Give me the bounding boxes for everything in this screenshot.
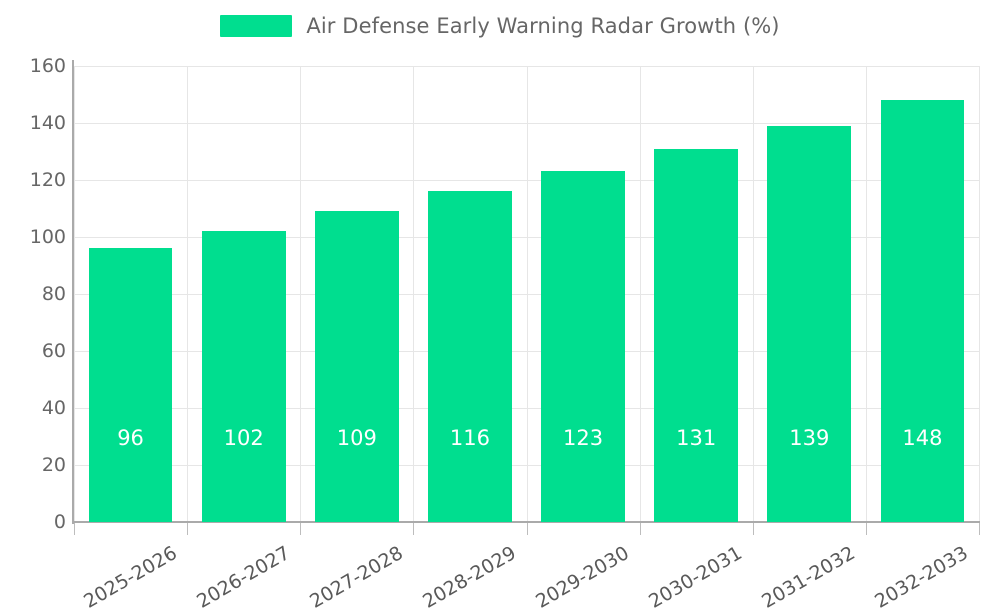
bar-value-label: 116 — [449, 426, 490, 450]
bar[interactable]: 139 — [767, 125, 852, 522]
x-axis-tick-label: 2027-2028 — [305, 542, 407, 613]
bar-slot: 131 — [640, 66, 753, 522]
bar-value-label: 96 — [117, 426, 144, 450]
x-axis-tick-mark — [752, 523, 754, 535]
legend-label-series-1: Air Defense Early Warning Radar Growth (… — [306, 14, 780, 38]
y-axis-tick-label: 60 — [41, 340, 66, 362]
bar-chart: Air Defense Early Warning Radar Growth (… — [0, 14, 1000, 613]
y-axis-tick-label: 0 — [53, 511, 66, 533]
x-axis-tick-mark — [74, 523, 75, 535]
x-axis-tick-label: 2028-2029 — [419, 542, 520, 613]
gridline-vertical — [865, 66, 867, 522]
bar-value-label: 109 — [336, 426, 377, 450]
legend-swatch-series-1 — [220, 15, 293, 37]
bar-value-label: 123 — [563, 426, 604, 450]
x-axis-tick-label: 2029-2030 — [532, 542, 633, 613]
bar-slot: 96 — [74, 66, 187, 522]
bar-value-label: 131 — [676, 426, 717, 450]
gridline-vertical — [413, 66, 415, 522]
bar[interactable]: 131 — [654, 148, 739, 522]
gridline-vertical — [752, 66, 754, 522]
x-axis-tick-label: 2025-2026 — [79, 542, 181, 613]
x-axis-tick-labels: 2025-2026 2026-2027 2027-2028 2028-2029 2029… — [74, 523, 980, 613]
bar-slot: 148 — [866, 66, 979, 522]
x-axis-tick-mark — [865, 523, 867, 535]
gridline-vertical — [300, 66, 302, 522]
y-axis-tick-label: 40 — [41, 397, 66, 419]
bar[interactable]: 109 — [314, 211, 399, 522]
bar-slot: 109 — [300, 66, 413, 522]
gridline-vertical — [187, 66, 189, 522]
x-axis-tick-label: 2031-2032 — [758, 542, 860, 613]
x-axis-tick-mark — [187, 523, 189, 535]
bar-series-container: 96 102 109 116 123 131 139 148 — [74, 66, 979, 522]
bar[interactable]: 123 — [541, 171, 625, 522]
y-axis-tick-label: 20 — [41, 454, 66, 476]
bar[interactable]: 116 — [428, 191, 512, 522]
bar-slot: 123 — [527, 66, 640, 522]
x-axis-tick-label: 2032-2033 — [871, 542, 973, 613]
gridline-vertical — [979, 66, 980, 522]
y-axis-tick-label: 140 — [29, 112, 66, 134]
bar-slot: 116 — [413, 66, 526, 522]
gridline-vertical — [639, 66, 641, 522]
x-axis-line — [72, 521, 980, 523]
x-axis-tick-mark — [979, 523, 980, 535]
bar[interactable]: 96 — [88, 248, 173, 522]
x-axis-tick-mark — [413, 523, 415, 535]
y-axis-tick-labels: 0 20 40 60 80 100 120 140 160 — [0, 55, 66, 533]
chart-legend: Air Defense Early Warning Radar Growth (… — [0, 14, 1000, 38]
gridline-vertical — [74, 66, 75, 522]
x-axis-tick-label: 2026-2027 — [192, 542, 294, 613]
bar-slot: 139 — [753, 66, 866, 522]
bar-value-label: 139 — [789, 426, 830, 450]
bar[interactable]: 102 — [201, 231, 286, 522]
y-axis-tick-label: 100 — [29, 226, 66, 248]
gridline-vertical — [526, 66, 528, 522]
bar[interactable]: 148 — [880, 100, 965, 522]
bar-value-label: 148 — [902, 426, 943, 450]
x-axis-tick-mark — [300, 523, 302, 535]
x-axis-tick-label: 2030-2031 — [645, 542, 746, 613]
y-axis-tick-label: 80 — [41, 283, 66, 305]
y-axis-tick-label: 120 — [29, 169, 66, 191]
bar-slot: 102 — [187, 66, 300, 522]
y-axis-line — [72, 60, 74, 524]
plot-area — [74, 66, 980, 523]
y-axis-tick-label: 160 — [29, 55, 66, 77]
x-axis-tick-mark — [639, 523, 641, 535]
bar-value-label: 102 — [223, 426, 264, 450]
x-axis-tick-mark — [526, 523, 528, 535]
